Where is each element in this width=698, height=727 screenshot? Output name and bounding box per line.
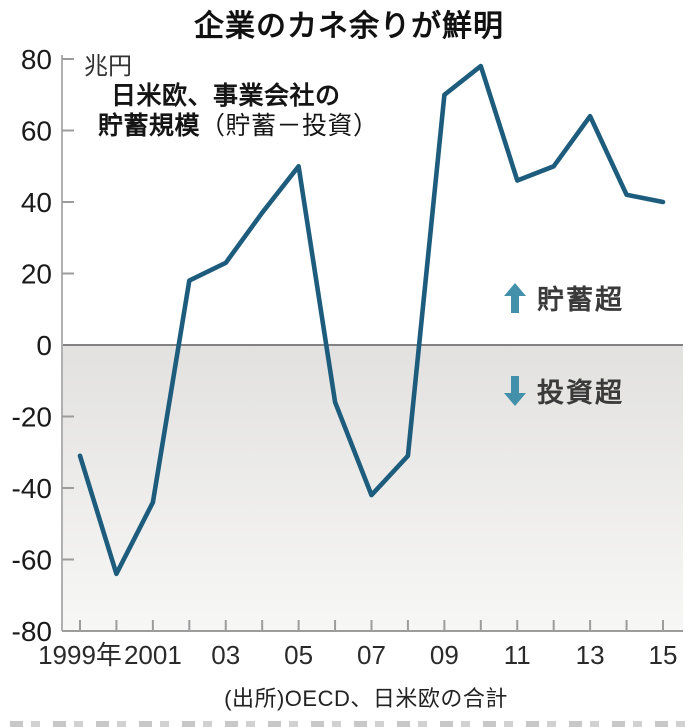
- data-line-savings-minus-investment: [77, 63, 666, 577]
- investment-surplus-text: 投資超: [537, 378, 624, 408]
- savings-surplus-label: 貯蓄超: [503, 278, 624, 317]
- x-tick-label: 1999年: [38, 640, 122, 670]
- x-tick-label: 09: [430, 640, 459, 670]
- y-tick-label: -20: [12, 402, 52, 433]
- y-tick-label: 40: [21, 187, 52, 218]
- savings-surplus-text: 貯蓄超: [537, 285, 624, 315]
- chart-title: 企業のカネ余りが鮮明: [194, 10, 504, 43]
- x-tick-label: 2001: [124, 640, 182, 670]
- y-axis-unit-label: 兆円: [84, 53, 132, 80]
- x-tick-label: 11: [504, 640, 531, 670]
- x-tick-label: 07: [357, 640, 386, 670]
- down-arrow-icon: [504, 375, 526, 406]
- series-annotation-line1: 日米欧、事業会社の: [111, 82, 341, 110]
- below-zero-band: [63, 345, 683, 631]
- x-tick-label: 13: [576, 640, 605, 670]
- series-annotation-line2: 貯蓄規模（貯蓄－投資）: [98, 112, 379, 140]
- y-tick-label: 80: [21, 44, 52, 75]
- y-tick-label: 20: [21, 259, 52, 290]
- series-annotation: 日米欧、事業会社の 貯蓄規模（貯蓄－投資）: [98, 81, 379, 141]
- x-tick-label: 03: [211, 640, 240, 670]
- y-tick-label: -80: [12, 616, 52, 647]
- y-tick-label: -40: [12, 473, 52, 504]
- y-tick-label: 0: [36, 330, 52, 361]
- y-tick-label: -60: [12, 545, 52, 576]
- source-note: (出所)OECD、日米欧の合計: [224, 686, 508, 711]
- x-tick-label: 15: [649, 640, 678, 670]
- investment-surplus-label: 投資超: [503, 371, 624, 410]
- x-tick-label: 05: [284, 640, 313, 670]
- y-tick-label: 60: [21, 116, 52, 147]
- up-arrow-icon: [504, 282, 526, 313]
- cropped-text-artifact: [10, 721, 688, 727]
